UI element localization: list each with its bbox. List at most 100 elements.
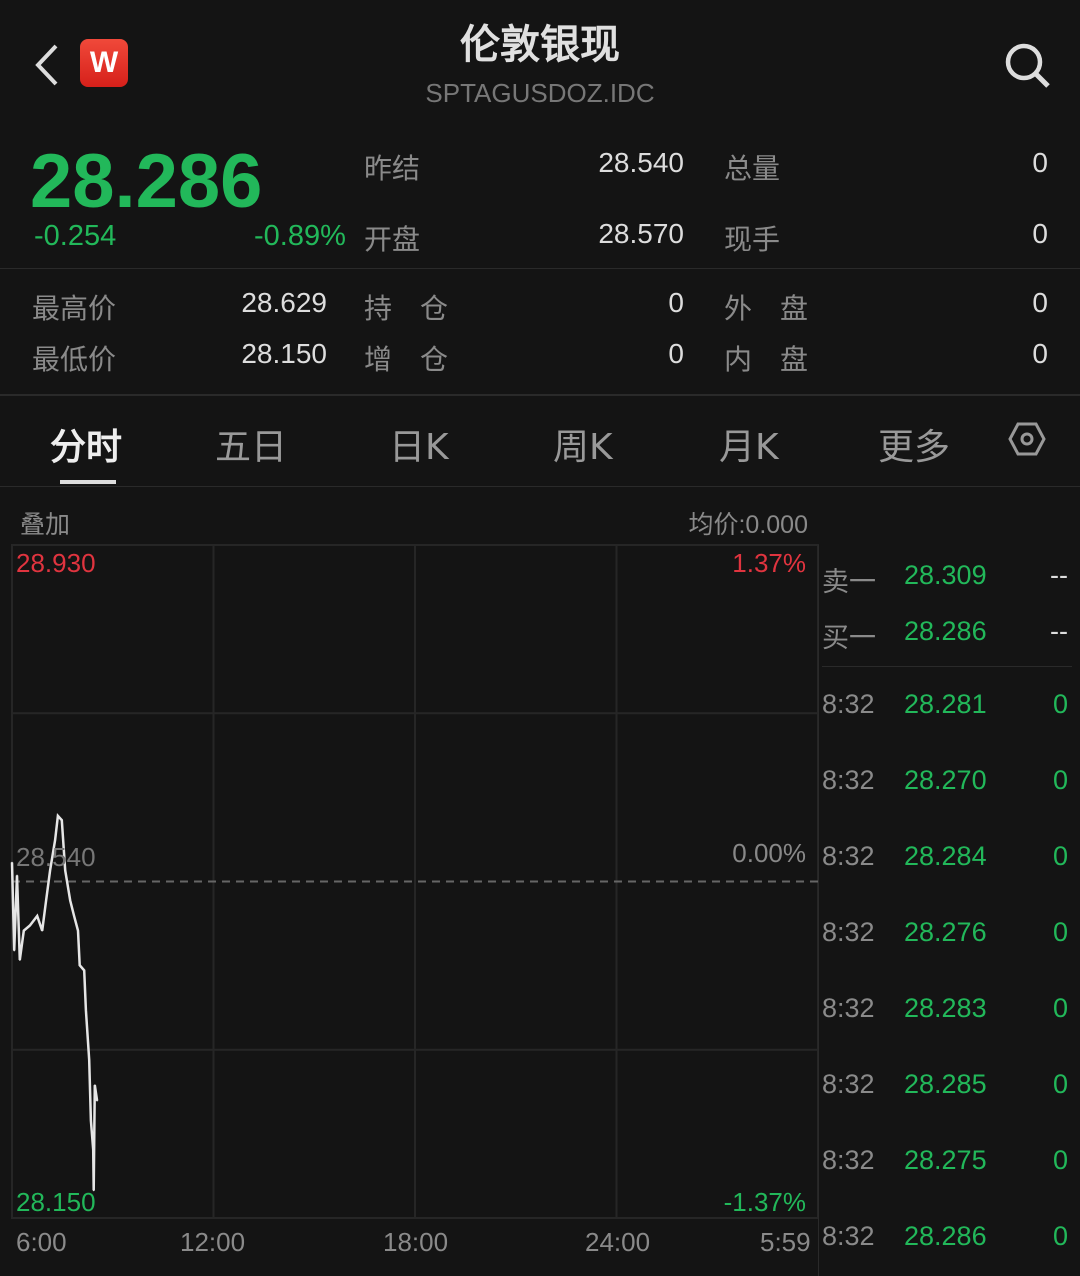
price-point (36, 915, 38, 917)
tab-intraday[interactable]: 分时 (50, 427, 123, 468)
price-point (16, 874, 18, 877)
price-point (61, 819, 63, 822)
stat-label: 昨结 (364, 152, 421, 185)
stat-value: 0 (1032, 218, 1048, 249)
divider (818, 545, 819, 1276)
bid-price: 28.286 (904, 616, 987, 646)
back-icon[interactable] (30, 40, 70, 90)
stat-value: 0 (668, 287, 684, 318)
trade-volume: 0 (1052, 765, 1068, 795)
stat-value: 0 (1032, 338, 1048, 369)
last-price: 28.286 (30, 139, 263, 224)
price-point (94, 1084, 96, 1086)
y-label-mid: 28.540 (16, 842, 96, 872)
stat-value: 0 (1032, 287, 1048, 318)
pct-label-bottom: -1.37% (723, 1187, 806, 1217)
tab-weekly-k[interactable]: 周K (553, 427, 613, 468)
price-point (49, 869, 51, 872)
trade-price: 28.275 (904, 1145, 987, 1175)
trade-time: 8:32 (822, 917, 875, 947)
app-logo: W (80, 39, 128, 87)
price-point (29, 924, 31, 927)
tab-monthly-k[interactable]: 月K (719, 427, 779, 468)
trade-time: 8:32 (822, 765, 875, 795)
price-point (11, 861, 13, 864)
price-point (77, 929, 79, 932)
trade-volume: 0 (1052, 917, 1068, 947)
stat-label: 现手 (724, 223, 781, 256)
ask-volume: -- (1050, 560, 1068, 590)
trade-time: 8:32 (822, 841, 875, 871)
trade-time: 8:32 (822, 689, 875, 719)
price-change: -0.254 (34, 220, 117, 252)
bid-volume: -- (1050, 616, 1068, 646)
price-point (41, 929, 44, 932)
price-point (73, 915, 75, 917)
trade-price: 28.281 (904, 689, 987, 719)
stat-value: 28.570 (598, 218, 684, 249)
ask-label: 卖一 (822, 567, 876, 598)
price-point (69, 899, 72, 902)
settings-icon[interactable] (1008, 420, 1046, 458)
page-title: 伦敦银现 (460, 22, 620, 68)
trade-price: 28.286 (904, 1221, 987, 1251)
price-point (85, 1009, 87, 1011)
active-tab-indicator (60, 480, 116, 484)
symbol-code: SPTAGUSDOZ.IDC (425, 78, 655, 108)
price-point (92, 1189, 95, 1192)
divider (0, 268, 1080, 269)
price-point (78, 964, 81, 966)
trade-volume: 0 (1052, 689, 1068, 719)
x-tick: 24:00 (585, 1227, 651, 1257)
price-point (90, 1119, 92, 1122)
bid-label: 买一 (822, 623, 876, 654)
stat-label: 开盘 (364, 223, 421, 256)
divider (0, 394, 1080, 396)
price-point (88, 1059, 91, 1061)
pct-label-mid: 0.00% (732, 838, 806, 868)
stat-label: 持 仓 (364, 292, 449, 325)
tab-daily-k[interactable]: 日K (389, 427, 449, 468)
price-point (57, 815, 59, 817)
tab-more[interactable]: 更多 (878, 427, 951, 468)
overlay-button[interactable]: 叠加 (20, 510, 71, 539)
trade-time: 8:32 (822, 1069, 875, 1099)
price-point (64, 869, 66, 872)
search-icon[interactable] (1002, 40, 1052, 90)
price-point (22, 929, 25, 932)
stat-label: 外 盘 (724, 292, 809, 325)
stat-value: 28.150 (241, 338, 327, 369)
y-label-top: 28.930 (16, 548, 96, 578)
trade-volume: 0 (1052, 841, 1068, 871)
price-point (45, 899, 47, 902)
price-point (83, 969, 86, 972)
price-point (13, 949, 16, 952)
stat-label: 总量 (724, 152, 781, 185)
stat-label: 最高价 (32, 292, 117, 325)
divider (0, 486, 1080, 487)
avg-price: 均价:0.000 (688, 511, 808, 539)
trade-price: 28.284 (904, 841, 987, 871)
stat-label: 最低价 (32, 343, 117, 376)
tab-five-day[interactable]: 五日 (215, 427, 288, 468)
stat-value: 28.540 (598, 147, 684, 178)
trade-time: 8:32 (822, 1145, 875, 1175)
trade-volume: 0 (1052, 1069, 1068, 1099)
trade-price: 28.276 (904, 917, 987, 947)
x-tick: 12:00 (180, 1227, 246, 1257)
x-tick: 5:59 (760, 1227, 811, 1257)
stat-label: 内 盘 (724, 343, 809, 376)
trade-volume: 0 (1052, 1145, 1068, 1175)
intraday-chart[interactable] (0, 540, 820, 1276)
trade-volume: 0 (1052, 993, 1068, 1023)
stat-label: 增 仓 (364, 343, 449, 376)
price-line (10, 813, 99, 1191)
price-point (92, 1149, 94, 1151)
price-change-pct: -0.89% (254, 220, 346, 252)
price-point (96, 1099, 98, 1102)
trade-price: 28.283 (904, 993, 987, 1023)
stat-value: 28.629 (241, 287, 327, 318)
trade-time: 8:32 (822, 993, 875, 1023)
x-tick: 6:00 (16, 1227, 67, 1257)
trade-time: 8:32 (822, 1221, 875, 1251)
